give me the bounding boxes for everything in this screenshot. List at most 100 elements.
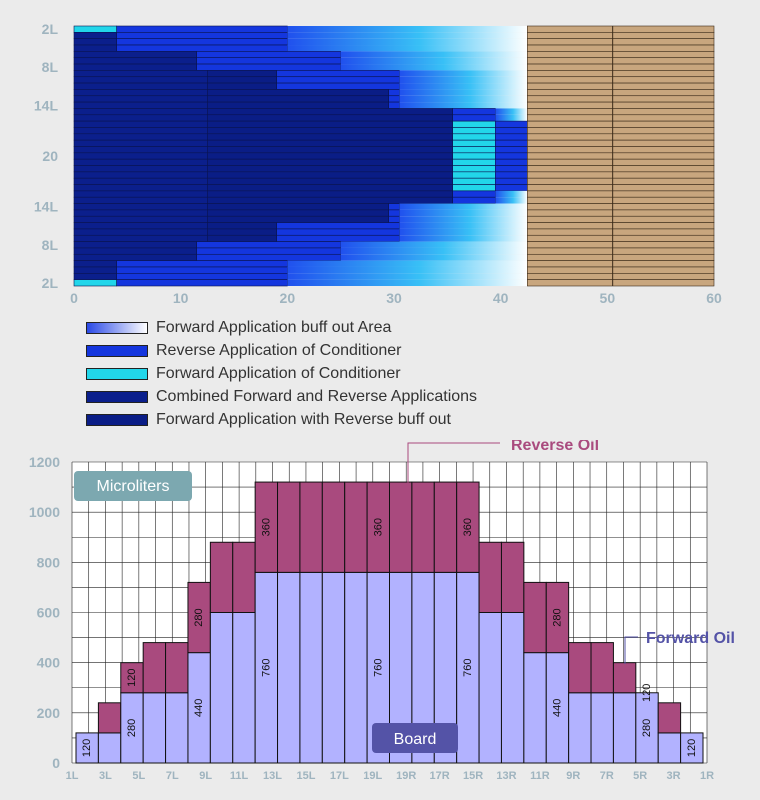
buff-out-segment	[287, 260, 528, 267]
forward-conditioner-segment	[73, 279, 117, 287]
reverse-conditioner-segment	[452, 196, 496, 204]
combined-segment	[73, 241, 197, 249]
legend-swatch	[86, 367, 148, 380]
unused-lane-area	[527, 171, 715, 179]
reverse-oil-bar	[165, 642, 189, 694]
legend-label: Combined Forward and Reverse Application…	[156, 387, 478, 405]
bar-value-label: 120	[81, 739, 93, 757]
unused-lane-area	[527, 101, 715, 109]
x-tick-label: 60	[706, 290, 722, 306]
reverse-buffout-segment	[207, 165, 453, 173]
legend-label: Reverse Application of Conditioner	[156, 341, 402, 359]
lane-legend: Forward Application buff out Area Revers…	[86, 316, 477, 431]
unused-lane-area	[527, 57, 715, 65]
combined-segment	[73, 108, 208, 116]
buff-out-segment	[287, 26, 528, 33]
x-tick-label: 13L	[263, 770, 282, 782]
bar-value-label: 760	[260, 659, 272, 677]
bar-value-label: 760	[462, 659, 474, 677]
reverse-buffout-segment	[207, 203, 389, 211]
reverse-buffout-segment	[207, 82, 277, 90]
unused-lane-area	[527, 215, 715, 223]
reverse-oil-bar	[657, 702, 682, 734]
x-tick-label: 3L	[99, 770, 112, 782]
forward-oil-bar	[299, 571, 323, 764]
unused-lane-area	[527, 209, 715, 217]
combined-segment	[73, 44, 117, 52]
reverse-conditioner-segment	[495, 171, 528, 179]
buff-out-segment	[399, 222, 528, 229]
bar-value-label: 440	[193, 699, 205, 717]
unused-lane-area	[527, 196, 715, 204]
bar-value-label: 440	[551, 699, 563, 717]
buff-out-segment	[495, 108, 528, 115]
unused-lane-area	[527, 108, 715, 116]
forward-oil-label: Forward Oil	[646, 630, 735, 647]
reverse-conditioner-segment	[495, 152, 528, 160]
combined-segment	[73, 184, 208, 192]
bar-value-label: 280	[193, 608, 205, 626]
reverse-conditioner-segment	[495, 184, 528, 192]
bar-value-label: 120	[641, 684, 653, 702]
forward-conditioner-segment	[452, 171, 496, 179]
x-tick-label: 30	[386, 290, 402, 306]
combined-segment	[73, 234, 208, 242]
buff-out-segment	[399, 102, 528, 109]
x-tick-label: 17R	[430, 770, 450, 782]
reverse-conditioner-segment	[116, 279, 288, 287]
y-tick-label: 2L	[42, 21, 59, 37]
y-tick-label: 600	[37, 605, 61, 621]
reverse-oil-bar	[321, 481, 346, 573]
forward-oil-bar	[321, 571, 346, 764]
combined-segment	[73, 209, 208, 217]
forward-conditioner-segment	[73, 25, 117, 33]
buff-out-segment	[340, 241, 528, 248]
unused-lane-area	[527, 247, 715, 255]
x-tick-label: 0	[70, 290, 78, 306]
reverse-buffout-segment	[207, 89, 389, 97]
combined-segment	[73, 215, 208, 223]
y-tick-label: 1200	[29, 454, 60, 470]
x-tick-label: 13R	[496, 770, 516, 782]
legend-label: Forward Application of Conditioner	[156, 364, 401, 382]
y-tick-label: 400	[37, 655, 61, 671]
combined-segment	[73, 89, 208, 97]
unused-lane-area	[527, 82, 715, 90]
reverse-buffout-segment	[207, 177, 453, 185]
unused-lane-area	[527, 266, 715, 274]
combined-segment	[73, 260, 117, 268]
reverse-conditioner-segment	[495, 165, 528, 173]
buff-out-segment	[287, 279, 528, 286]
x-tick-label: 5L	[132, 770, 145, 782]
reverse-oil-bar	[523, 581, 547, 654]
x-tick-label: 7L	[166, 770, 179, 782]
forward-oil-bar	[568, 692, 592, 764]
unused-lane-area	[527, 44, 715, 52]
legend-label: Forward Application with Reverse buff ou…	[156, 410, 451, 428]
reverse-conditioner-segment	[388, 101, 400, 109]
forward-conditioner-segment	[452, 184, 496, 192]
y-axis-label: Microliters	[97, 478, 170, 495]
buff-out-segment	[340, 57, 528, 65]
reverse-conditioner-segment	[196, 57, 341, 65]
lane-chart: 0 10 20 30 40 50 60 2L 8L 14L 20 14L 8L 2L	[34, 21, 722, 306]
combined-segment	[73, 158, 208, 166]
buff-out-segment	[399, 203, 528, 210]
forward-conditioner-segment	[452, 165, 496, 173]
buff-out-segment	[495, 114, 528, 122]
reverse-oil-bar	[612, 662, 637, 694]
y-tick-label: 14L	[34, 97, 59, 113]
unused-lane-area	[527, 165, 715, 173]
reverse-buffout-segment	[207, 70, 277, 78]
reverse-oil-bar	[142, 642, 167, 694]
reverse-conditioner-segment	[116, 266, 288, 274]
unused-lane-area	[527, 32, 715, 39]
reverse-conditioner-segment	[495, 127, 528, 135]
buff-out-segment	[340, 254, 528, 261]
forward-conditioner-segment	[452, 177, 496, 185]
unused-lane-area	[527, 234, 715, 242]
reverse-conditioner-segment	[452, 190, 496, 198]
bar-value-label: 360	[260, 518, 272, 536]
reverse-buffout-segment	[207, 152, 453, 160]
reverse-buffout-segment	[207, 215, 389, 223]
